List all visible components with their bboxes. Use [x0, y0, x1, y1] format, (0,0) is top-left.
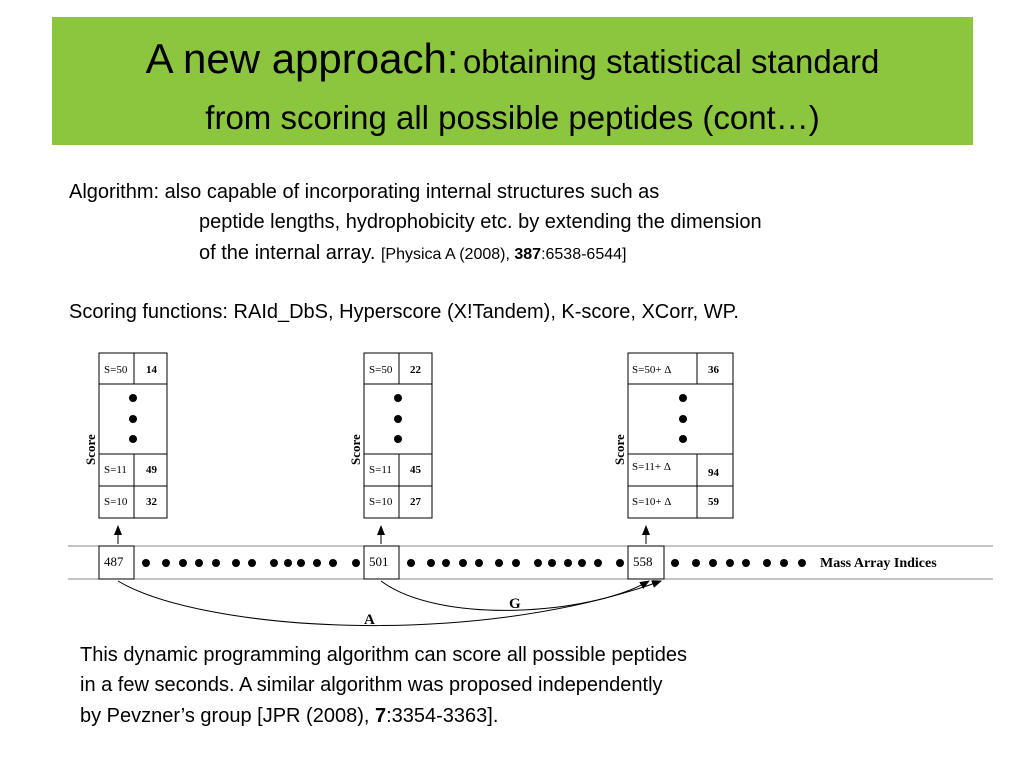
- box1-top-value: 14: [146, 364, 158, 376]
- transition-arcs: A G: [117, 580, 662, 628]
- array-dot: [512, 559, 520, 567]
- box1-mid-label: S=11: [104, 464, 127, 476]
- array-dot: [534, 559, 542, 567]
- array-dot: [578, 559, 586, 567]
- box2-mid-label: S=11: [369, 464, 392, 476]
- box2-top-label: S=50: [369, 364, 393, 376]
- box3-mid-label: S=11+ Δ: [632, 461, 671, 473]
- algorithm-line-2: peptide lengths, hydrophobicity etc. by …: [199, 211, 762, 233]
- box2-mid-value: 45: [410, 464, 422, 476]
- array-dot: [248, 559, 256, 567]
- array-dot: [212, 559, 220, 567]
- arc-label-a: A: [364, 612, 375, 628]
- algorithm-line-1: Algorithm: also capable of incorporating…: [69, 181, 660, 203]
- physica-ref-volume: 387: [514, 246, 542, 263]
- array-dot: [352, 559, 360, 567]
- array-dot: [564, 559, 572, 567]
- conclusion-line-2: in a few seconds. A similar algorithm wa…: [80, 674, 663, 696]
- array-dot: [726, 559, 734, 567]
- array-dot: [709, 559, 717, 567]
- box1-bottom-value: 32: [146, 496, 158, 508]
- array-dot: [495, 559, 503, 567]
- array-dot: [594, 559, 602, 567]
- conclusion-line-1: This dynamic programming algorithm can s…: [80, 644, 687, 666]
- mass-array: 487 501 558 Mass Array Indices: [68, 545, 993, 580]
- array-dots-segment-2: [407, 559, 624, 567]
- jpr-ref-suffix: :3354-3363].: [386, 705, 499, 727]
- array-dot: [692, 559, 700, 567]
- box3-top-value: 36: [708, 364, 720, 376]
- mass-array-indices-label: Mass Array Indices: [820, 556, 937, 571]
- array-dot: [297, 559, 305, 567]
- array-dot: [232, 559, 240, 567]
- array-dot: [284, 559, 292, 567]
- array-dot: [459, 559, 467, 567]
- array-dot: [162, 559, 170, 567]
- array-dot: [407, 559, 415, 567]
- array-dot: [780, 559, 788, 567]
- array-dot: [475, 559, 483, 567]
- array-dot: [329, 559, 337, 567]
- array-dot: [798, 559, 806, 567]
- box1-bottom-label: S=10: [104, 496, 128, 508]
- title-line-2: from scoring all possible peptides (cont…: [205, 99, 820, 136]
- box3-top-label: S=50+ Δ: [632, 364, 671, 376]
- array-dot: [742, 559, 750, 567]
- arc-label-g: G: [509, 596, 521, 612]
- array-dot: [616, 559, 624, 567]
- box2-top-value: 22: [410, 364, 422, 376]
- score-box-487: S=50 14 S=11 49 S=10 32 Score: [83, 352, 168, 544]
- array-dot: [270, 559, 278, 567]
- title-rest: obtaining statistical standard: [462, 43, 880, 80]
- array-dots-segment-1: [142, 559, 360, 567]
- array-dot: [313, 559, 321, 567]
- title-prefix: A new approach:: [145, 35, 459, 82]
- box3-mid-value: 94: [708, 467, 720, 479]
- box1-score-axis-label: Score: [83, 434, 98, 465]
- box3-score-axis-label: Score: [612, 434, 627, 465]
- box2-score-axis-label: Score: [348, 434, 363, 465]
- box2-bottom-label: S=10: [369, 496, 393, 508]
- array-dot: [671, 559, 679, 567]
- array-dot: [195, 559, 203, 567]
- index-487: 487: [104, 554, 124, 569]
- physica-ref-suffix: :6538-6544]: [541, 246, 627, 263]
- box1-top-label: S=50: [104, 364, 128, 376]
- score-box-501: S=50 22 S=11 45 S=10 27 Score: [348, 352, 433, 544]
- score-box-558: S=50+ Δ 36 S=11+ Δ 94 S=10+ Δ 59 Score: [612, 352, 734, 544]
- index-501: 501: [369, 554, 389, 569]
- algorithm-line-3-text: of the internal array.: [199, 242, 376, 264]
- array-dot: [179, 559, 187, 567]
- jpr-ref-volume: 7: [374, 705, 387, 727]
- jpr-ref-prefix: by Pevzner’s group [JPR (2008),: [80, 705, 375, 727]
- array-dot: [548, 559, 556, 567]
- algorithm-line-3: of the internal array. [Physica A (2008)…: [199, 238, 626, 270]
- title-banner: A new approach: obtaining statistical st…: [52, 17, 973, 145]
- box3-bottom-label: S=10+ Δ: [632, 496, 671, 508]
- array-dots-segment-3: [671, 559, 806, 567]
- scoring-functions-text: Scoring functions: RAId_DbS, Hyperscore …: [69, 301, 739, 323]
- array-dot: [427, 559, 435, 567]
- box3-bottom-value: 59: [708, 496, 720, 508]
- physica-reference: [Physica A (2008), 387:6538-6544]: [381, 246, 627, 263]
- title-line-1: A new approach: obtaining statistical st…: [52, 35, 973, 93]
- array-dot: [763, 559, 771, 567]
- array-dot: [142, 559, 150, 567]
- array-dot: [442, 559, 450, 567]
- index-558: 558: [633, 554, 653, 569]
- physica-ref-prefix: [Physica A (2008),: [380, 246, 515, 263]
- box1-mid-value: 49: [146, 464, 158, 476]
- box2-bottom-value: 27: [410, 496, 422, 508]
- conclusion-line-3: by Pevzner’s group [JPR (2008), 7:3354-3…: [80, 701, 498, 731]
